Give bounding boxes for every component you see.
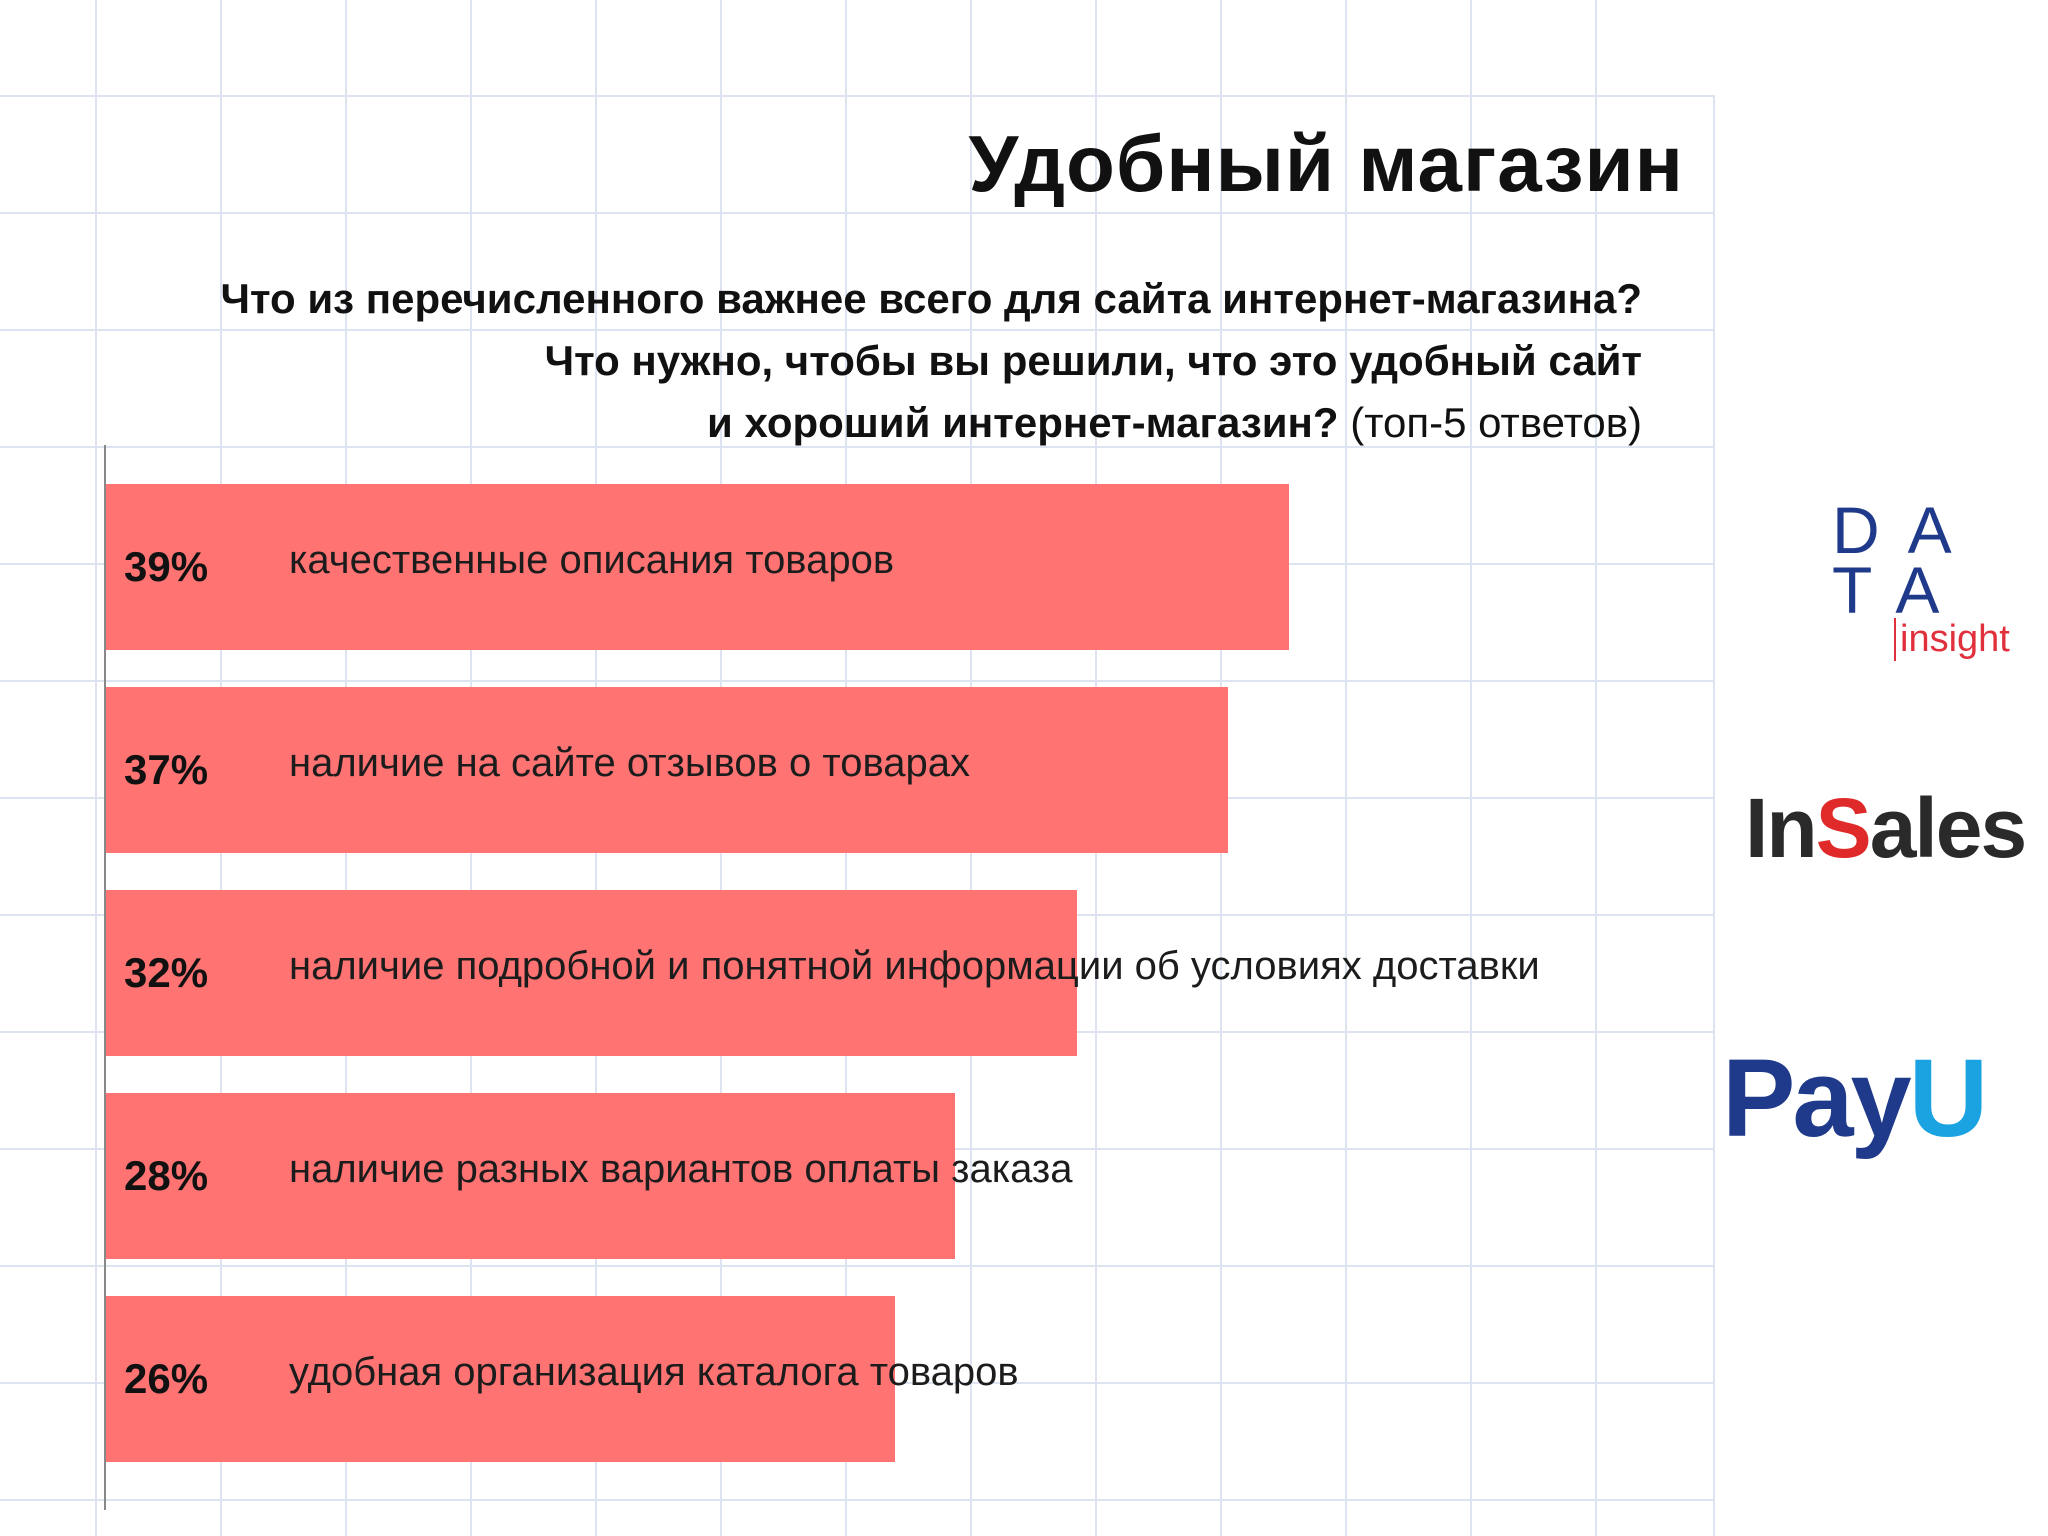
bar <box>106 687 1228 853</box>
bar <box>106 484 1289 650</box>
data-insight-logo-line-1: DA <box>1832 493 1980 567</box>
payu-logo-part-1: Pay <box>1722 1037 1912 1160</box>
question-note: (топ-5 ответов) <box>1350 399 1642 446</box>
page-title: Удобный магазин <box>968 119 1684 208</box>
bar-category-label: качественные описания товаров <box>289 538 895 582</box>
question-line-1: Что из перечисленного важнее всего для с… <box>220 275 1643 322</box>
y-axis-line <box>104 445 106 1510</box>
data-insight-logo: DA TA insight <box>1832 493 2042 670</box>
data-insight-logo-line-2: TA <box>1832 553 1968 627</box>
bar <box>106 1296 895 1462</box>
bar-value-label: 26% <box>124 1355 209 1402</box>
data-insight-logo-line-3: insight <box>1894 618 2010 661</box>
bar-value-label: 37% <box>124 746 209 793</box>
survey-question: Что из перечисленного важнее всего для с… <box>42 268 1643 454</box>
bar-category-label: наличие на сайте отзывов о товарах <box>289 741 971 785</box>
bar-value-label: 28% <box>124 1152 209 1199</box>
question-line-3: и хороший интернет-магазин? (топ-5 ответ… <box>42 392 1642 454</box>
question-line-2: Что нужно, чтобы вы решили, что это удоб… <box>544 337 1642 384</box>
bar-value-label: 32% <box>124 949 209 996</box>
insales-logo-part-3: ales <box>1869 781 2027 875</box>
insales-logo-part-1: In <box>1745 781 1818 875</box>
bar-value-label: 39% <box>124 543 209 590</box>
payu-logo-part-2: U <box>1908 1037 1988 1160</box>
bar <box>106 890 1077 1056</box>
payu-logo: PayU <box>1722 1035 1988 1162</box>
bar-category-label: наличие подробной и понятной информации … <box>289 944 1540 988</box>
bar-category-label: удобная организация каталога товаров <box>289 1350 1019 1394</box>
question-line-3-text: и хороший интернет-магазин? <box>707 399 1339 446</box>
insales-logo: InSales <box>1745 780 2027 877</box>
bar-category-label: наличие разных вариантов оплаты заказа <box>289 1147 1073 1191</box>
bar <box>106 1093 955 1259</box>
insales-logo-part-2: S <box>1815 781 1872 875</box>
